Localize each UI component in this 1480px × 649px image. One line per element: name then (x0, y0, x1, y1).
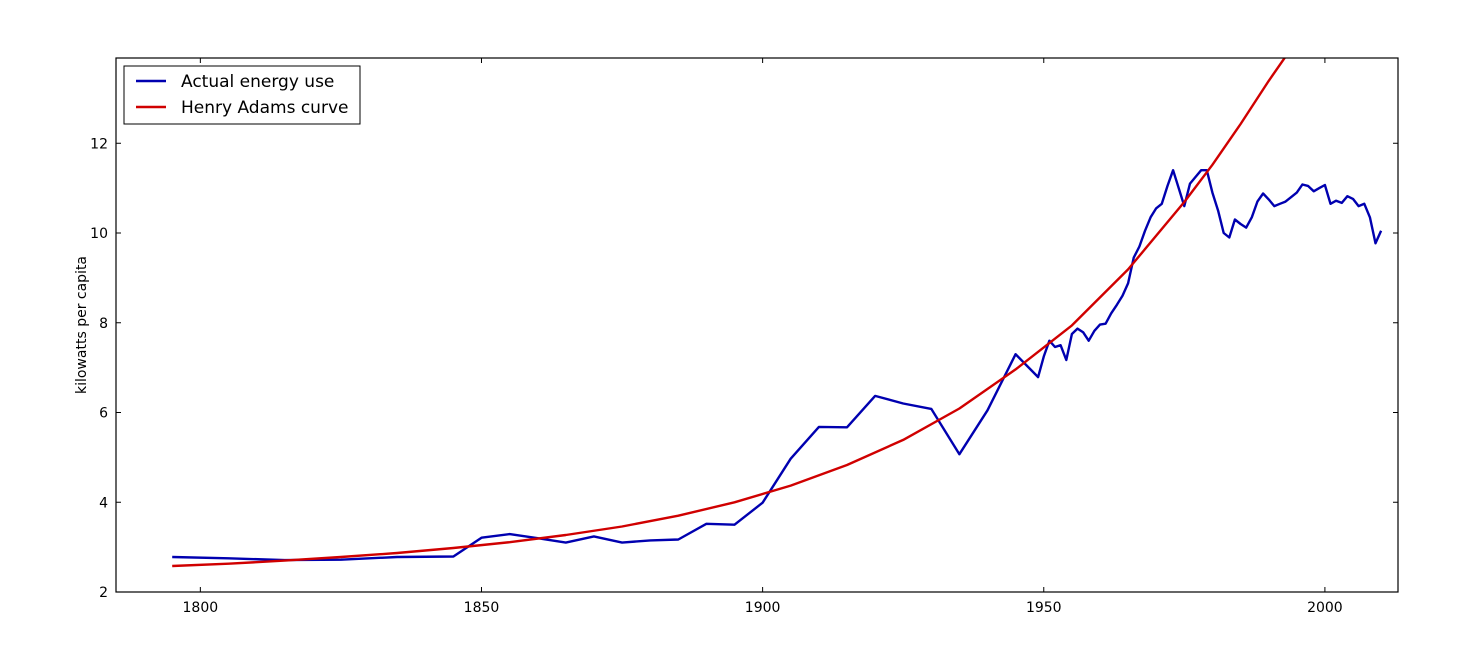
x-tick-label: 1900 (745, 600, 781, 616)
legend-box (123, 65, 361, 125)
x-tick-label: 1850 (464, 600, 500, 616)
legend-label-henry-adams-curve: Henry Adams curve (181, 98, 348, 118)
y-tick-label: 4 (99, 495, 108, 511)
x-tick-label: 1950 (1026, 600, 1062, 616)
legend-label-actual-energy-use: Actual energy use (181, 72, 334, 92)
x-axis: 1800 1850 1900 1950 2000 (183, 58, 1343, 616)
y-tick-label: 12 (90, 136, 108, 152)
y-axis-label: kilowatts per capita (74, 256, 90, 394)
series-line-henry-adams-curve (172, 58, 1287, 568)
y-tick-label: 10 (90, 226, 108, 242)
x-tick-label: 2000 (1307, 600, 1343, 616)
y-tick-label: 8 (99, 316, 108, 332)
x-tick-label: 1800 (183, 600, 219, 616)
series-line-actual-energy-use (172, 169, 1383, 562)
legend: Actual energy use Henry Adams curve (123, 65, 361, 125)
series-layer (172, 58, 1383, 568)
plot-frame (115, 57, 1399, 593)
y-tick-label: 6 (99, 406, 108, 422)
y-axis: 2 4 6 8 10 12 (90, 136, 1398, 601)
y-tick-label: 2 (99, 585, 108, 601)
